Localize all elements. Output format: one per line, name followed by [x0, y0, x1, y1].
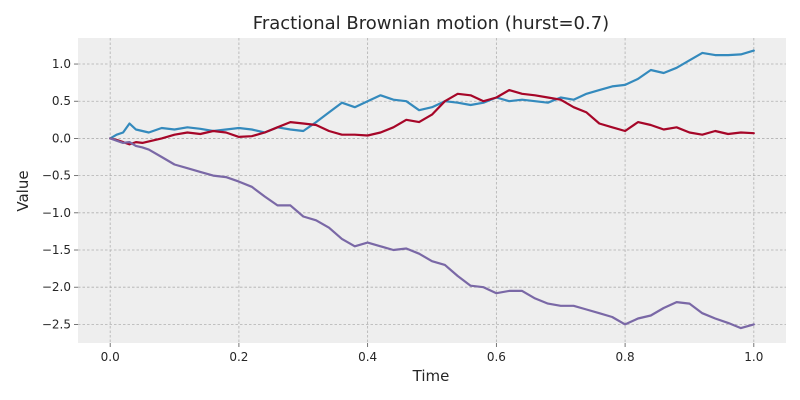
ticks: 0.0 0.2 0.4 0.6 0.8 1.0 1.0 0.5 0.0 −0.5 −1.0 −1.5 −…: [42, 57, 764, 364]
x-tick-label: 0.0: [101, 350, 120, 364]
y-tick-label: −1.5: [42, 243, 71, 257]
series-line-1: [109, 49, 755, 140]
y-tick-label: −2.5: [42, 317, 71, 331]
y-tick-label: −0.5: [42, 169, 71, 183]
chart-title: Fractional Brownian motion (hurst=0.7): [253, 13, 609, 34]
plot-background: [78, 38, 786, 343]
x-tick-label: 0.8: [616, 350, 635, 364]
series-group: [109, 49, 755, 330]
x-tick-label: 1.0: [744, 350, 763, 364]
x-tick-label: 0.2: [229, 350, 248, 364]
y-tick-label: −1.0: [42, 206, 71, 220]
x-axis-label: Time: [412, 367, 450, 385]
y-tick-label: 1.0: [52, 57, 71, 71]
y-tick-label: −2.0: [42, 280, 71, 294]
series-line-2: [109, 88, 755, 146]
grid: [78, 38, 786, 343]
series-line-3: [109, 137, 755, 330]
x-tick-label: 0.4: [358, 350, 377, 364]
y-axis-label: Value: [14, 170, 32, 211]
y-tick-label: 0.0: [52, 131, 71, 145]
y-tick-label: 0.5: [52, 94, 71, 108]
x-tick-label: 0.6: [487, 350, 506, 364]
